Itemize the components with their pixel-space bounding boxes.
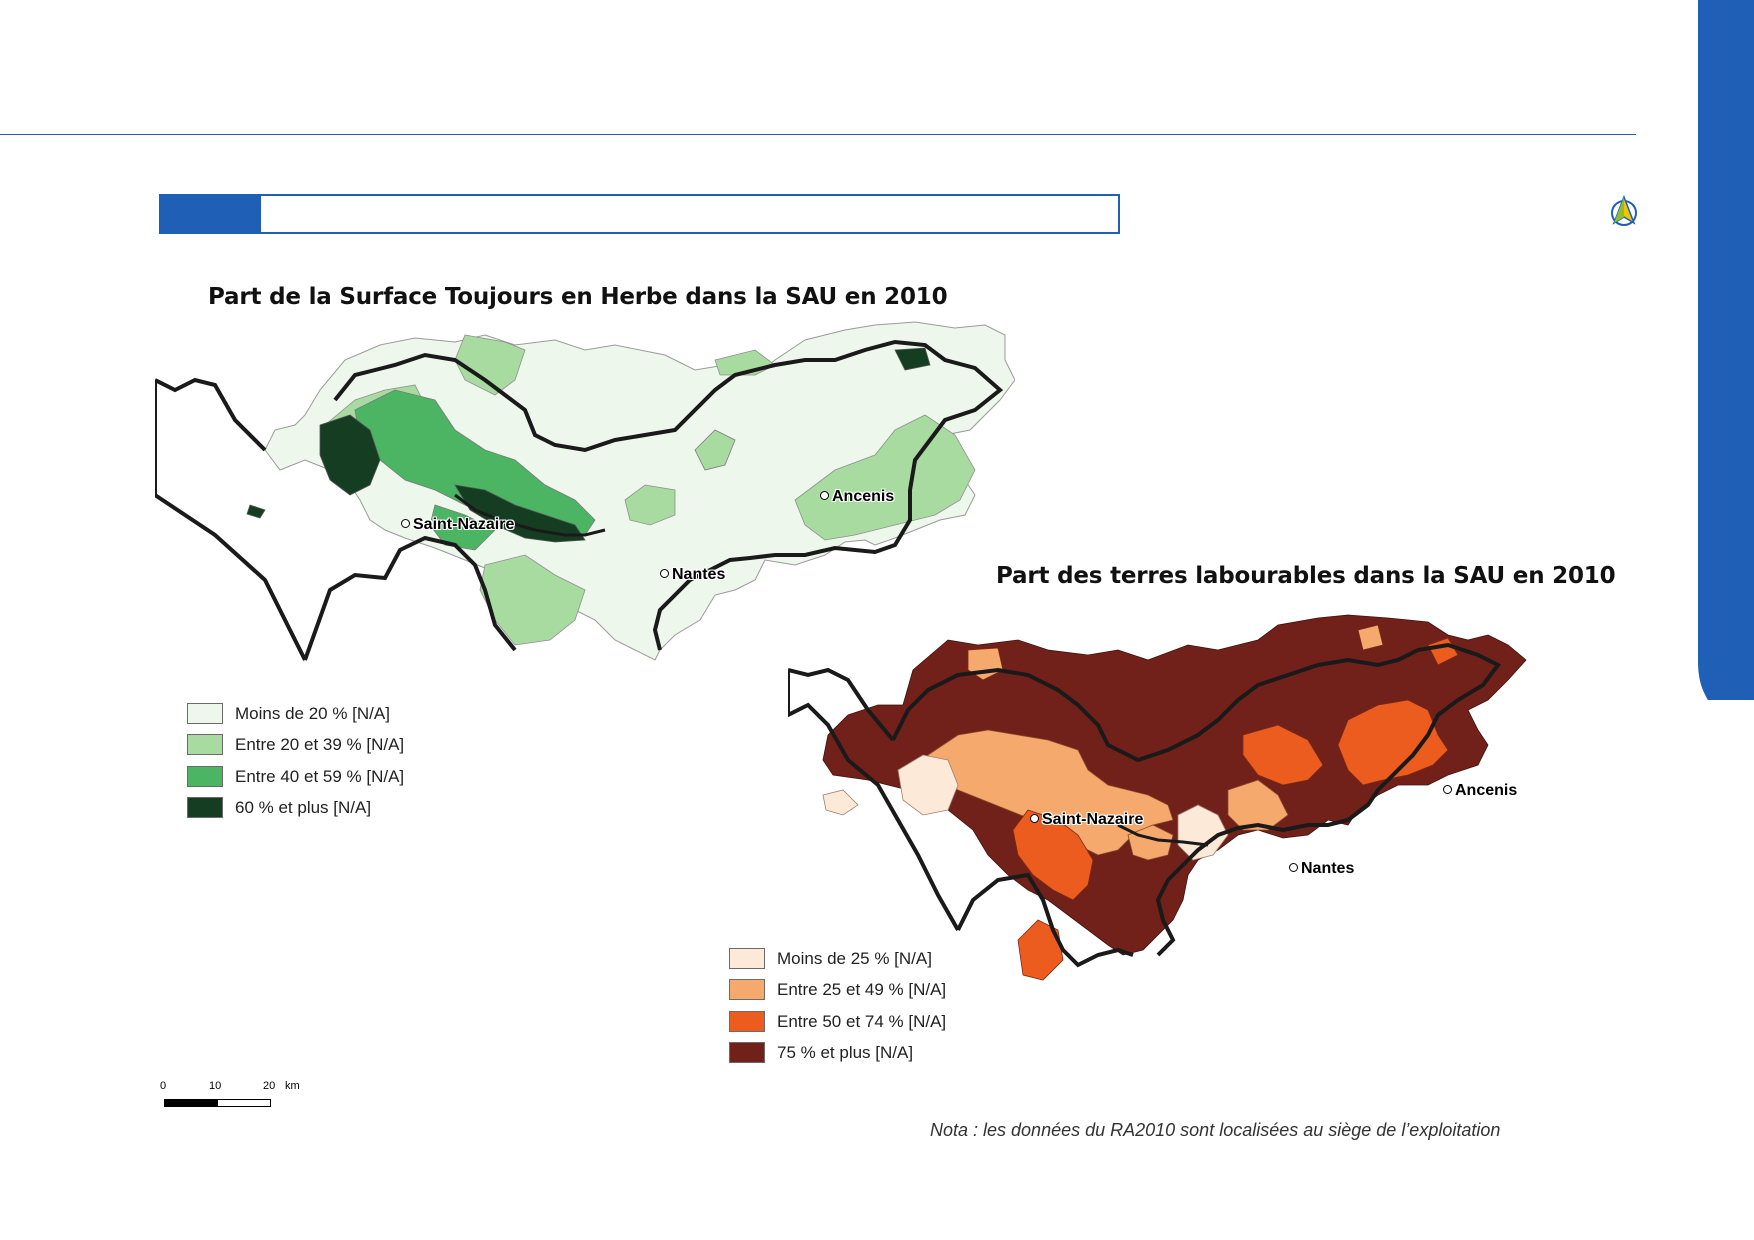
scale-label-20: 20 [263,1080,276,1092]
section-header-box [159,194,1120,234]
left-zone-60-plus [894,347,931,371]
left-zone-20-39 [624,484,676,526]
right-zone-50-74 [1337,699,1449,786]
right-boundary-inner [891,642,1502,957]
left-zone-60-plus [454,484,586,543]
section-header-tab [161,196,261,232]
right-city-nantes: Nantes [1289,860,1354,878]
left-zone-60-plus [246,504,266,519]
right-zone-under-25 [822,789,859,816]
scale-bar: 0 10 20 km [160,1080,310,1112]
right-zone-under-25 [897,754,959,816]
legend-swatch [187,734,223,755]
legend-swatch [187,797,223,818]
left-legend: Moins de 20 % [N/A] Entre 20 et 39 % [N/… [187,703,447,823]
right-map-arable-share [788,614,1527,981]
left-boundary-south [303,535,517,661]
left-boundary-estuary [155,377,267,452]
header-rule [0,134,1636,135]
right-zone-25-49 [1227,779,1289,831]
left-boundary-inner [333,339,1004,651]
legend-swatch [187,703,223,724]
legend-swatch [729,1011,765,1032]
scale-unit: km [285,1080,300,1092]
left-map-title: Part de la Surface Toujours en Herbe dan… [208,284,948,310]
left-boundary-coast [155,380,307,661]
right-city-saint-nazaire: Saint-Nazaire [1030,811,1143,829]
right-legend: Moins de 25 % [N/A] Entre 25 et 49 % [N/… [729,948,989,1068]
right-boundary-loire [1117,823,1209,847]
scale-label-10: 10 [209,1080,222,1092]
left-zone-20-39 [794,414,976,541]
right-zone-50-74 [1012,809,1094,901]
legend-swatch [729,948,765,969]
legend-swatch [187,766,223,787]
right-zone-50-74 [1242,724,1324,786]
legend-swatch [729,979,765,1000]
right-zone-50-74 [1017,919,1064,981]
left-city-nantes: Nantes [660,566,725,584]
side-accent-band [1698,0,1754,700]
compass-logo-icon [1611,195,1637,226]
legend-swatch [729,1042,765,1063]
scale-bar-black [164,1099,218,1107]
right-zone-under-25 [1177,804,1229,861]
right-boundary-south [956,872,1134,968]
left-city-ancenis: Ancenis [820,488,894,506]
right-zone-25-49 [1127,824,1174,861]
right-city-ancenis: Ancenis [1443,782,1517,800]
left-boundary-loire [454,493,606,537]
left-zone-40-59 [694,429,736,471]
right-zone-50-74 [1357,624,1384,651]
scale-bar-white [217,1099,271,1107]
right-boundary-estuary [788,667,895,742]
nota-footnote: Nota : les données du RA2010 sont locali… [930,1120,1501,1140]
scale-label-0: 0 [160,1080,167,1092]
right-zone-25-49 [927,729,1174,856]
right-boundary-coast [788,670,960,931]
left-map-grassland-share [155,321,1015,661]
left-zone-40-59 [429,504,496,551]
left-city-saint-nazaire: Saint-Nazaire [401,516,514,534]
left-zone-60-plus [319,414,381,496]
right-map-title: Part des terres labourables dans la SAU … [996,563,1616,589]
